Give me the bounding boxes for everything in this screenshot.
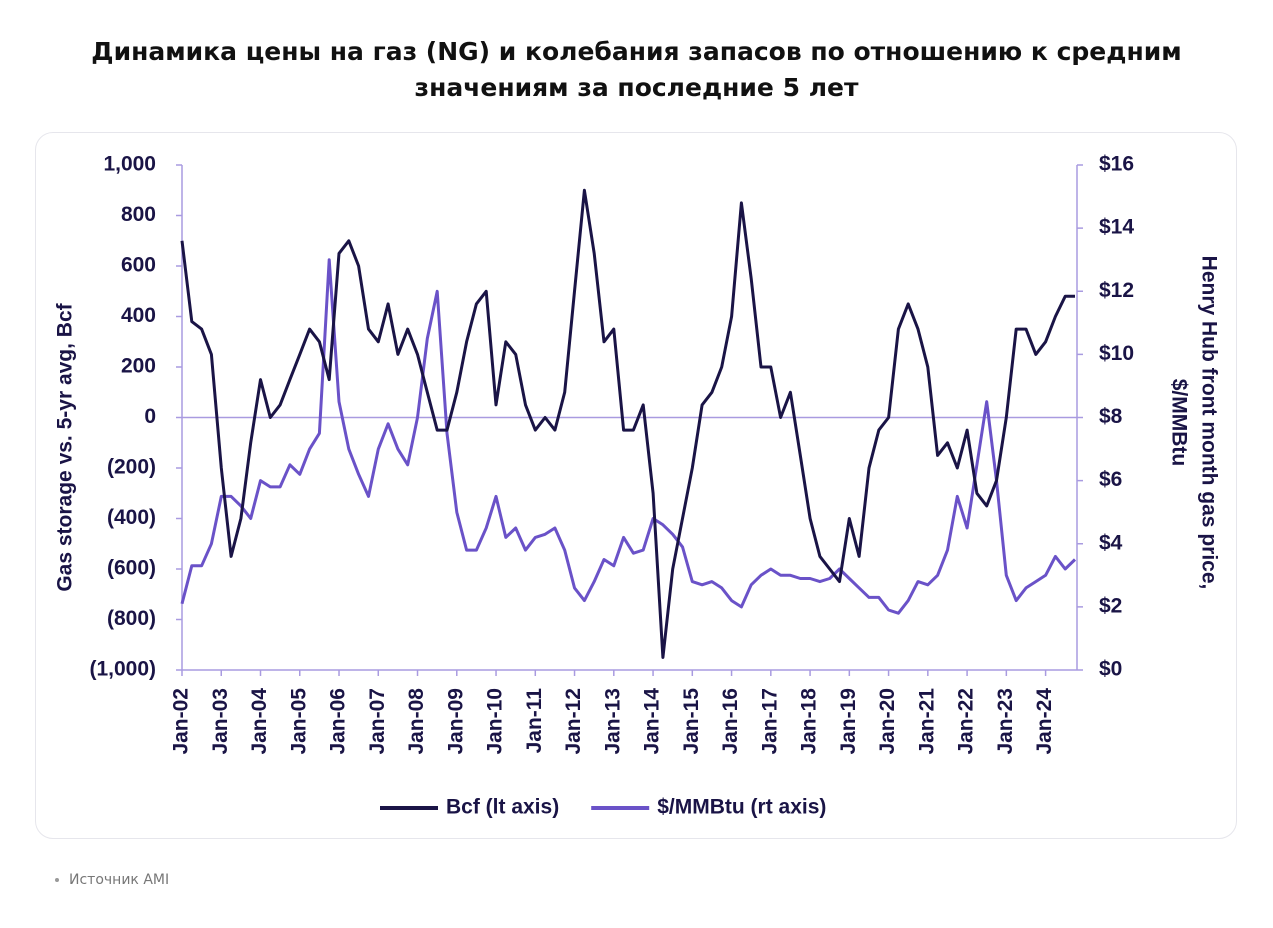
x-tick-label: Jan-12 (562, 688, 585, 755)
legend-label: Bcf (lt axis) (446, 796, 559, 819)
x-tick-label: Jan-09 (444, 688, 467, 755)
y-tick-label: (200) (107, 456, 156, 479)
x-tick-label: Jan-18 (798, 688, 821, 755)
x-tick-label: Jan-13 (601, 688, 624, 755)
x-tick-label: Jan-17 (758, 688, 781, 755)
x-tick-label: Jan-05 (287, 688, 310, 755)
y2-tick-label: $6 (1099, 468, 1122, 491)
x-tick-label: Jan-07 (366, 688, 389, 755)
x-tick-label: Jan-04 (248, 688, 271, 755)
x-tick-label: Jan-23 (994, 688, 1017, 755)
y-tick-label: (1,000) (89, 658, 156, 681)
y2-axis-title: Henry Hub front month gas price, (1197, 256, 1220, 590)
x-tick-label: Jan-20 (876, 688, 899, 755)
x-tick-label: Jan-24 (1033, 688, 1056, 755)
x-tick-label: Jan-06 (327, 688, 350, 755)
series-line (180, 188, 1075, 659)
x-tick-label: Jan-10 (484, 688, 507, 755)
y2-tick-label: $4 (1099, 531, 1123, 554)
y-tick-label: 800 (121, 203, 156, 226)
x-tick-label: Jan-15 (680, 688, 703, 755)
y2-tick-label: $14 (1099, 216, 1134, 239)
x-tick-label: Jan-02 (170, 688, 193, 755)
x-tick-label: Jan-22 (955, 688, 978, 755)
y-axis-title: Gas storage vs. 5-yr avg, Bcf (54, 302, 77, 591)
y-tick-label: (600) (107, 557, 156, 580)
y2-tick-label: $16 (1099, 153, 1134, 176)
x-tick-label: Jan-03 (209, 688, 232, 755)
y-tick-label: 600 (121, 254, 156, 277)
x-tick-label: Jan-08 (405, 688, 428, 755)
y2-axis-title: $/MMBtu (1167, 379, 1190, 467)
y2-tick-label: $12 (1099, 279, 1134, 302)
y-tick-label: (400) (107, 506, 156, 529)
y2-tick-label: $10 (1099, 342, 1134, 365)
title: Динамика цены на газ (NG) и колебания за… (91, 37, 1182, 102)
chart-card (35, 132, 1237, 839)
legend-label: $/MMBtu (rt axis) (657, 796, 826, 819)
y-tick-label: (800) (107, 607, 156, 630)
x-tick-label: Jan-21 (915, 688, 938, 755)
x-tick-label: Jan-19 (837, 688, 860, 755)
y2-tick-label: $0 (1099, 658, 1122, 681)
x-tick-label: Jan-11 (523, 688, 546, 754)
y-tick-label: 1,000 (103, 153, 156, 176)
y2-tick-label: $8 (1099, 405, 1123, 428)
y-tick-label: 0 (144, 405, 156, 428)
source-note: Источник AMI (55, 872, 169, 888)
series-line (180, 258, 1077, 615)
x-tick-label: Jan-16 (719, 688, 742, 755)
y2-tick-label: $2 (1099, 594, 1122, 617)
y-tick-label: 200 (121, 355, 156, 378)
source-text: Источник AMI (69, 872, 170, 888)
x-tick-label: Jan-14 (641, 688, 664, 755)
y-tick-label: 400 (121, 304, 156, 327)
